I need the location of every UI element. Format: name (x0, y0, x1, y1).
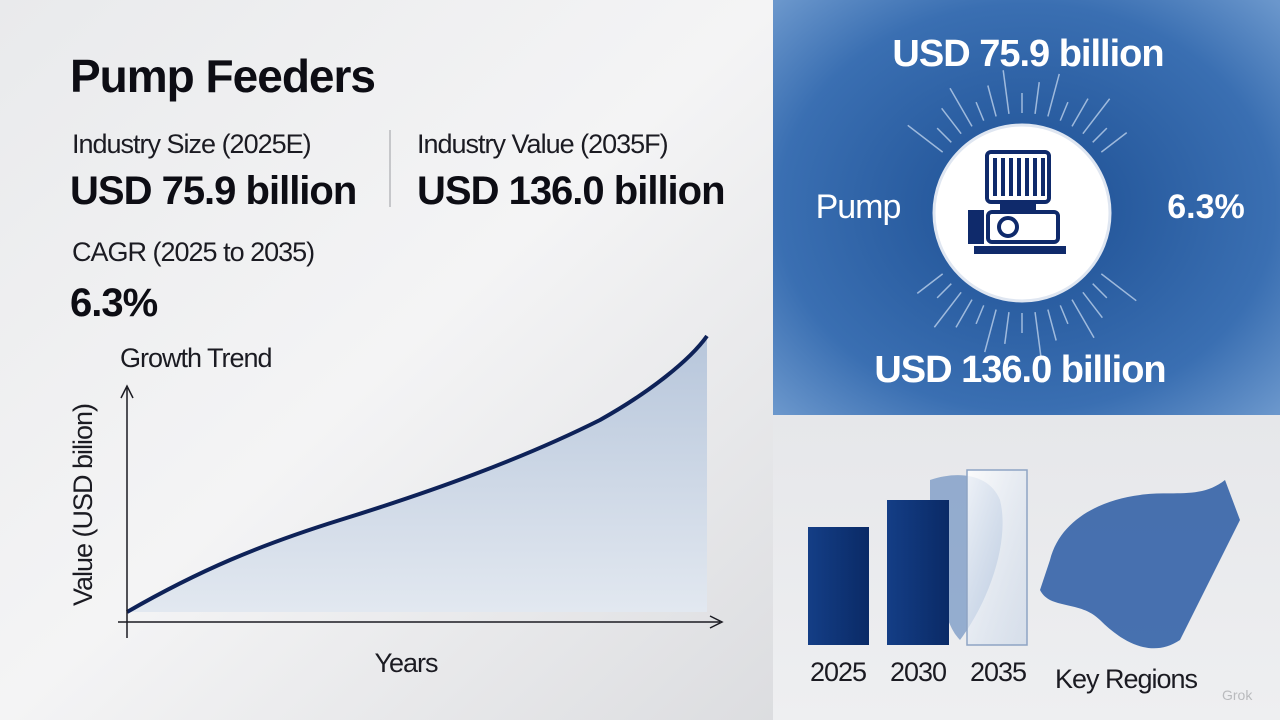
ray (933, 291, 962, 328)
chart-title: Growth Trend (120, 343, 272, 373)
ray (1071, 98, 1089, 127)
ray (1047, 309, 1057, 341)
ray (987, 85, 997, 117)
ray (1002, 70, 1010, 114)
ray (949, 87, 973, 127)
x-axis-label: Years (374, 648, 438, 678)
ray (1092, 127, 1108, 143)
badge-right: 6.3% (1167, 188, 1245, 226)
ray (936, 127, 952, 143)
metric-value: 6.3% (70, 281, 158, 325)
ray (1071, 299, 1095, 339)
pump-icon (968, 150, 1066, 254)
map-shape (1040, 480, 1240, 649)
ray (1047, 73, 1060, 117)
ray (916, 273, 944, 294)
y-axis-label: Value (USD bilion) (68, 404, 98, 606)
badge-left: Pump (816, 188, 901, 226)
ray (1082, 98, 1111, 135)
watermark: Grok (1222, 687, 1253, 703)
ray (955, 299, 973, 328)
y-arrow (120, 384, 134, 399)
ray (907, 124, 944, 153)
ray (975, 101, 985, 121)
ray (1004, 312, 1010, 344)
metric-label: Industry Value (2035F) (417, 129, 668, 159)
badge-bottom: USD 136.0 billion (874, 349, 1165, 391)
badge-top: USD 75.9 billion (892, 33, 1163, 75)
rays (907, 70, 1137, 356)
metric-value: USD 75.9 billion (70, 169, 356, 213)
ray (1092, 283, 1108, 299)
x-arrow (709, 615, 724, 629)
year-label: 2030 (890, 657, 946, 687)
ray (1059, 305, 1069, 325)
title: Pump Feeders (70, 50, 375, 102)
ray (1034, 82, 1040, 114)
ray (975, 305, 985, 325)
bar-illustration (966, 469, 1028, 646)
ray (1082, 291, 1103, 319)
ray (1059, 101, 1069, 121)
bar-illustration (887, 500, 949, 645)
year-label: 2035 (970, 657, 1026, 687)
ray (941, 107, 962, 135)
bar-illustration (808, 527, 869, 645)
ray (936, 283, 952, 299)
metric-label: CAGR (2025 to 2035) (72, 237, 314, 267)
ray (1100, 273, 1137, 302)
regions-label: Key Regions (1055, 664, 1198, 694)
ray (984, 309, 997, 353)
trend-area (127, 336, 707, 612)
year-label: 2025 (810, 657, 866, 687)
metric-value: USD 136.0 billion (417, 169, 725, 213)
ray (1100, 132, 1128, 153)
trend-line (126, 334, 709, 614)
metric-label: Industry Size (2025E) (72, 129, 311, 159)
ray (1034, 312, 1042, 356)
